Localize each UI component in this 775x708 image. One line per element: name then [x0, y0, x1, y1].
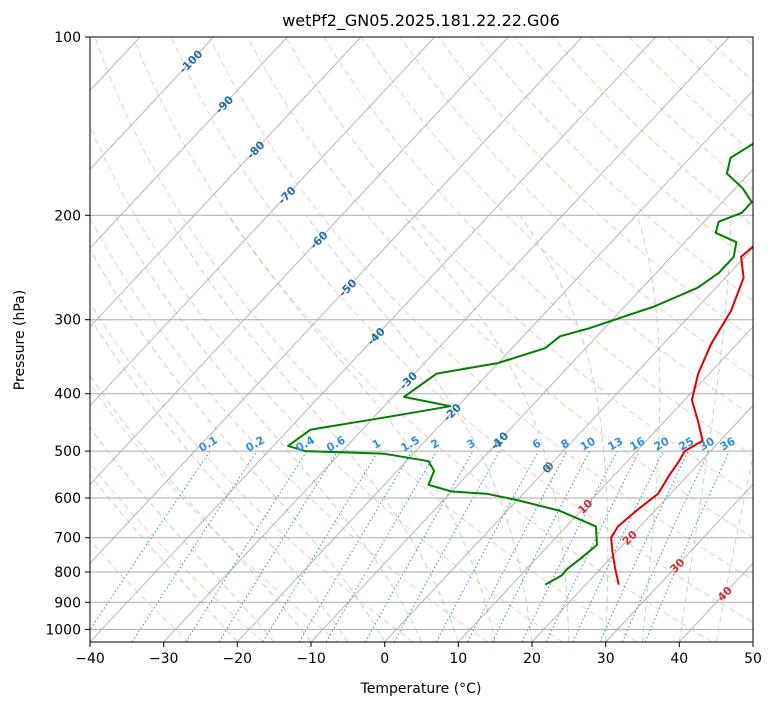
mixing-ratio-line — [90, 450, 211, 631]
y-axis-ticks: 100 200 300 400 500 600 700 800 900 1000 — [45, 30, 90, 638]
dry-adiabat — [247, 37, 753, 539]
moist-adiabat — [228, 215, 496, 642]
moist-adiabat — [402, 214, 570, 642]
moist-adiabats — [90, 214, 753, 642]
dry-adiabat — [90, 217, 488, 642]
isotherm — [90, 37, 288, 249]
isotherm — [457, 326, 753, 642]
isotherm — [90, 37, 215, 171]
isotherm — [384, 247, 753, 642]
isotherm — [90, 37, 657, 642]
moist-adiabat — [678, 215, 732, 642]
y-tick-label: 900 — [54, 595, 81, 611]
isotherm — [605, 483, 753, 642]
y-axis-label: Pressure (hPa) — [12, 290, 28, 390]
x-tick-label: 0 — [380, 651, 389, 667]
x-tick-label: 50 — [744, 651, 762, 667]
dry-adiabat — [90, 462, 264, 642]
x-tick-label: −20 — [223, 651, 253, 667]
y-tick-label: 800 — [54, 565, 81, 581]
x-tick-label: 10 — [449, 651, 467, 667]
dry-adiabat — [208, 37, 753, 581]
dry-adiabat — [90, 125, 563, 642]
isotherm — [236, 89, 753, 642]
y-tick-label: 600 — [54, 491, 81, 507]
isotherm — [163, 37, 730, 642]
isotherm — [90, 37, 509, 486]
y-tick-label: 700 — [54, 531, 81, 547]
mixing-ratio-line — [435, 450, 539, 642]
moist-adiabat — [90, 473, 238, 642]
x-tick-label: −40 — [75, 651, 105, 667]
pressure-gridlines — [90, 37, 753, 630]
y-tick-label: 100 — [54, 30, 81, 46]
dry-adiabat — [94, 37, 638, 642]
isotherm — [90, 37, 362, 328]
x-tick-label: 20 — [523, 651, 541, 667]
dry-adiabat — [437, 37, 753, 340]
isotherm — [310, 168, 753, 642]
isotherms — [90, 37, 753, 642]
plot-frame — [89, 36, 754, 643]
x-tick-label: −30 — [149, 651, 179, 667]
y-tick-label: 1000 — [45, 622, 81, 638]
y-tick-label: 400 — [54, 387, 81, 403]
mixing-ratio-lines — [90, 450, 730, 642]
x-axis-label: Temperature (°C) — [360, 681, 482, 697]
isotherm — [90, 37, 583, 564]
chart-title: wetPf2_GN05.2025.181.22.22.G06 — [282, 11, 560, 31]
y-tick-label: 500 — [54, 444, 81, 460]
moist-adiabat — [90, 316, 349, 642]
mixing-ratio-line — [521, 450, 618, 642]
isotherm — [90, 37, 436, 407]
temperature-line — [610, 245, 753, 585]
dewpoint-line — [287, 142, 753, 586]
x-tick-label: 30 — [597, 651, 615, 667]
x-axis-ticks: −40 −30 −20 −10 0 10 20 30 40 50 — [75, 642, 762, 667]
moist-adiabat — [114, 215, 422, 642]
moist-adiabat — [519, 215, 609, 642]
mixing-ratio-line — [621, 450, 710, 642]
dry-adiabat — [170, 37, 753, 624]
y-tick-label: 300 — [54, 313, 81, 329]
mixing-ratio-line — [185, 450, 308, 642]
moist-adiabat — [636, 215, 661, 642]
x-tick-label: 40 — [670, 651, 688, 667]
profile-series — [287, 142, 753, 586]
mixing-ratio-line — [393, 450, 501, 642]
dry-adiabat — [90, 539, 190, 642]
x-tick-label: −10 — [296, 651, 326, 667]
moist-adiabat — [165, 215, 459, 642]
isotherm — [531, 404, 753, 642]
mixing-ratio-line — [364, 450, 474, 642]
dry-adiabat — [476, 37, 753, 302]
moist-adiabat — [90, 248, 386, 642]
mixing-ratio-line — [262, 450, 379, 642]
mixing-ratio-line — [491, 450, 591, 642]
y-tick-label: 200 — [54, 208, 81, 224]
dry-adiabat — [132, 37, 712, 642]
dry-adiabat — [285, 37, 753, 498]
